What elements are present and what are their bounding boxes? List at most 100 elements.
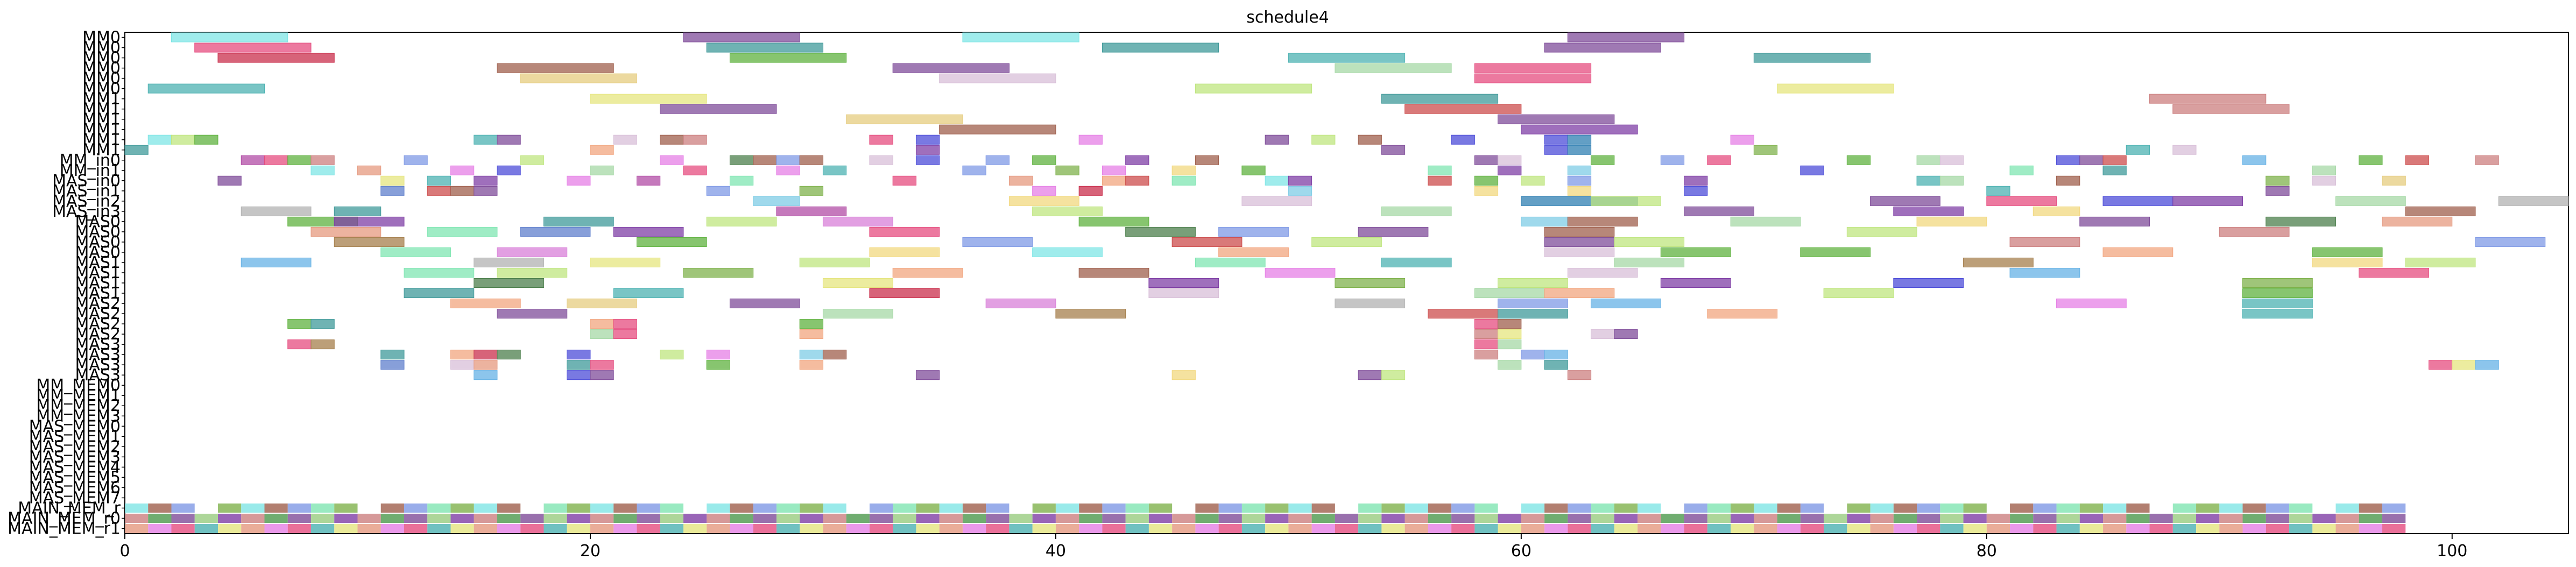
memory-bar [1474,513,1498,523]
y-tick-label: MM_in1 [60,161,121,180]
schedule-bar [1171,237,1243,247]
memory-bar [707,513,730,523]
schedule-bar [1893,206,1964,216]
schedule-bar [287,155,312,165]
schedule-bar [1195,155,1219,165]
memory-bar [869,513,893,523]
schedule-bar [1078,134,1103,145]
memory-bar [2312,523,2336,533]
schedule-bar [404,267,475,278]
schedule-bar [1195,257,1266,267]
schedule-bar [2009,165,2034,175]
schedule-bar [2172,104,2290,114]
memory-bar [2359,513,2383,523]
schedule-bar [869,247,940,257]
memory-bar [1684,503,1707,513]
schedule-bar [1800,247,1871,257]
schedule-bar [1055,309,1126,319]
y-tick-label: MAS2 [75,294,121,313]
schedule-bar [450,299,521,309]
memory-bar [2056,503,2080,513]
schedule-bar [706,350,730,360]
schedule-bar [1567,145,1592,155]
schedule-bar [1684,186,1708,196]
schedule-bar [520,73,637,83]
y-tick-label: MM1 [82,100,121,119]
memory-bar [1218,503,1242,513]
memory-bar [1544,513,1568,523]
schedule-bar [171,134,195,145]
schedule-bar [1265,175,1289,186]
memory-bar [776,523,800,533]
memory-bar [1870,513,1894,523]
schedule-bar [520,155,544,165]
schedule-bar [1707,155,1731,165]
memory-bar [753,513,777,523]
schedule-bar [1125,155,1149,165]
memory-bar [1148,503,1173,513]
memory-bar [310,513,335,523]
memory-bar [1311,513,1335,523]
memory-bar [2196,523,2220,533]
memory-bar [683,523,707,533]
schedule-bar [892,267,963,278]
memory-bar [287,503,311,513]
schedule-bar [217,175,242,186]
schedule-bar [1753,53,1871,63]
schedule-bar [822,165,847,175]
schedule-bar [404,155,428,165]
schedule-bar [962,32,1079,42]
schedule-bar [799,329,823,339]
memory-bar [776,503,800,513]
schedule-bar [1544,134,1568,145]
memory-bar [544,523,567,533]
schedule-bar [450,186,475,196]
memory-bar [2359,503,2383,513]
memory-bar [2289,513,2313,523]
memory-bar [1893,503,1917,513]
memory-bar [1055,523,1079,533]
memory-bar [2056,523,2080,533]
memory-bar [2289,523,2313,533]
y-tick-label: MAS0 [75,233,121,252]
schedule-bar [1288,175,1312,186]
schedule-bar [1498,339,1522,350]
memory-bar [776,513,800,523]
memory-bar [939,503,963,513]
schedule-bar [1521,175,1545,186]
schedule-bar [497,267,568,278]
schedule-bar [2172,145,2197,155]
memory-bar [171,523,195,533]
schedule-bar [1498,360,1522,370]
memory-bar [1544,503,1568,513]
memory-bar [2103,503,2127,513]
schedule-bar [1381,206,1452,216]
schedule-bar [1684,206,1754,216]
schedule-bar [310,339,335,350]
schedule-bar [171,32,288,42]
schedule-bar [380,186,405,196]
schedule-bar [1148,278,1219,288]
schedule-bar [2079,216,2150,226]
memory-bar [1498,523,1521,533]
memory-bar [357,523,381,533]
memory-bar [1986,513,2010,523]
schedule-bar [380,175,405,186]
memory-bar [893,513,916,523]
schedule-bar [264,155,288,165]
schedule-bar [1381,257,1452,267]
schedule-bar [613,226,684,237]
schedule-bar [1102,42,1219,53]
schedule-bar [2452,360,2476,370]
schedule-bar [474,186,498,196]
schedule-bar [450,350,475,360]
y-tick-label: MAS1 [75,264,121,282]
memory-bar [1405,523,1428,533]
memory-bar [1707,513,1731,523]
schedule-bar [706,42,823,53]
memory-bar [1125,503,1149,513]
y-tick-label: MAS_MEM7 [29,488,121,507]
memory-bar [2149,513,2173,523]
schedule-bar [1474,186,1499,196]
memory-bar [916,523,940,533]
